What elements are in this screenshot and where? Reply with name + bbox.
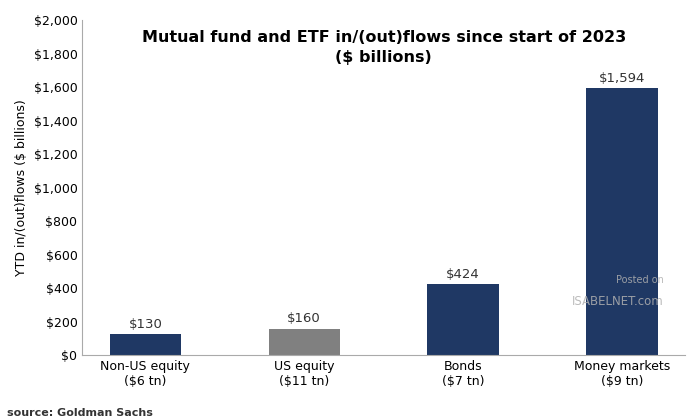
Y-axis label: YTD in/(out)flows ($ billions): YTD in/(out)flows ($ billions): [15, 99, 28, 276]
Bar: [586, 88, 657, 355]
Bar: [110, 333, 181, 355]
Text: Posted on: Posted on: [616, 275, 664, 285]
Text: $1,594: $1,594: [598, 72, 645, 85]
Text: $160: $160: [288, 312, 321, 326]
Text: ISABELNET.com: ISABELNET.com: [572, 295, 664, 308]
Text: Mutual fund and ETF in/(out)flows since start of 2023
($ billions): Mutual fund and ETF in/(out)flows since …: [141, 30, 626, 65]
Text: $424: $424: [446, 268, 480, 281]
Text: source: Goldman Sachs: source: Goldman Sachs: [7, 408, 153, 418]
Bar: [269, 328, 340, 355]
Bar: [427, 284, 499, 355]
Text: $130: $130: [129, 318, 162, 331]
